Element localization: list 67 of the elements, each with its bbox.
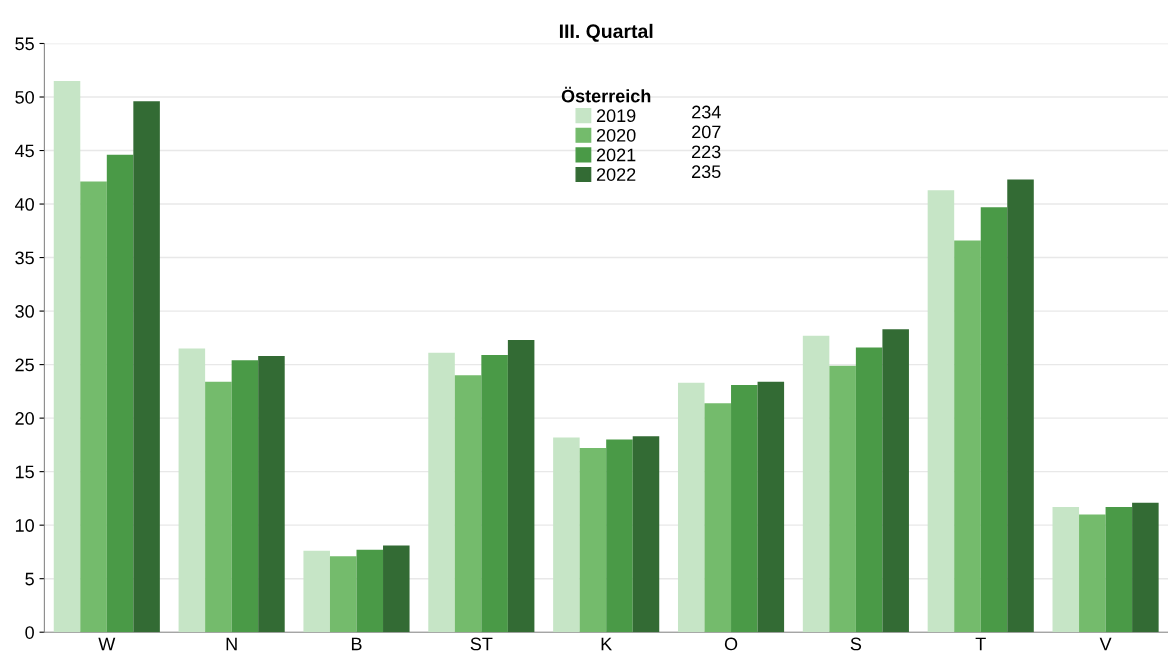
y-tick-label: 40	[15, 197, 34, 211]
bar	[178, 348, 206, 633]
bar	[428, 352, 455, 633]
x-tick-label: ST	[470, 637, 493, 651]
x-tick-label: S	[850, 637, 862, 651]
x-tick-label: W	[98, 637, 116, 651]
legend-label: 2020	[596, 128, 636, 142]
x-tick-label: T	[975, 637, 986, 651]
bar	[454, 375, 482, 633]
y-tick-label: 30	[15, 305, 34, 318]
y-tick-label: 25	[15, 358, 34, 372]
x-tick-label: K	[601, 637, 613, 651]
bar	[954, 240, 981, 633]
bar	[829, 365, 856, 633]
legend-label: 2021	[596, 148, 636, 162]
annotation: 235	[692, 165, 721, 179]
bar	[1052, 506, 1080, 633]
bar	[1079, 514, 1106, 633]
bar	[329, 556, 357, 633]
y-tick-label: 5	[25, 572, 34, 586]
bar	[481, 354, 508, 633]
x-tick-label: B	[351, 637, 362, 651]
bar	[553, 437, 580, 633]
legend-label: 2019	[596, 109, 636, 123]
bar	[303, 550, 330, 633]
bar	[757, 381, 785, 633]
bar	[356, 549, 384, 633]
bar	[205, 381, 232, 633]
bar	[731, 384, 758, 633]
x-tick-label: V	[1099, 637, 1112, 651]
annotation: 207	[692, 125, 721, 139]
y-tick-label: 15	[15, 465, 34, 479]
bar	[1105, 506, 1133, 633]
bar	[258, 356, 285, 633]
bar	[704, 403, 732, 633]
annotation: 234	[692, 105, 721, 119]
x-tick-label: O	[724, 637, 738, 651]
legend-label: 2022	[596, 168, 636, 181]
bar	[802, 335, 830, 633]
bar	[231, 360, 259, 633]
bar	[579, 448, 607, 633]
bar	[53, 80, 81, 633]
bar	[1007, 179, 1034, 633]
y-tick-label: 0	[25, 626, 34, 639]
y-tick-label: 35	[15, 251, 34, 265]
y-tick-label: 55	[15, 37, 34, 51]
bar	[1132, 502, 1159, 633]
y-tick-label: 20	[15, 412, 34, 425]
bar	[855, 347, 883, 633]
bar	[980, 207, 1008, 633]
bar	[882, 329, 909, 633]
bar	[677, 382, 705, 633]
bar	[606, 439, 633, 633]
bar	[507, 339, 535, 633]
legend-title: Österreich	[561, 86, 651, 103]
bar	[632, 436, 660, 633]
bar	[106, 154, 134, 633]
y-tick-label: 45	[15, 144, 34, 158]
bar	[383, 545, 410, 633]
y-tick-label: 50	[15, 90, 34, 104]
bar	[133, 101, 160, 633]
y-tick-label: 10	[15, 519, 34, 532]
bar	[80, 181, 107, 633]
annotation: 223	[692, 145, 721, 159]
chart-title: III. Quartal	[559, 23, 653, 42]
x-tick-label: N	[226, 637, 237, 651]
bar	[927, 190, 955, 633]
